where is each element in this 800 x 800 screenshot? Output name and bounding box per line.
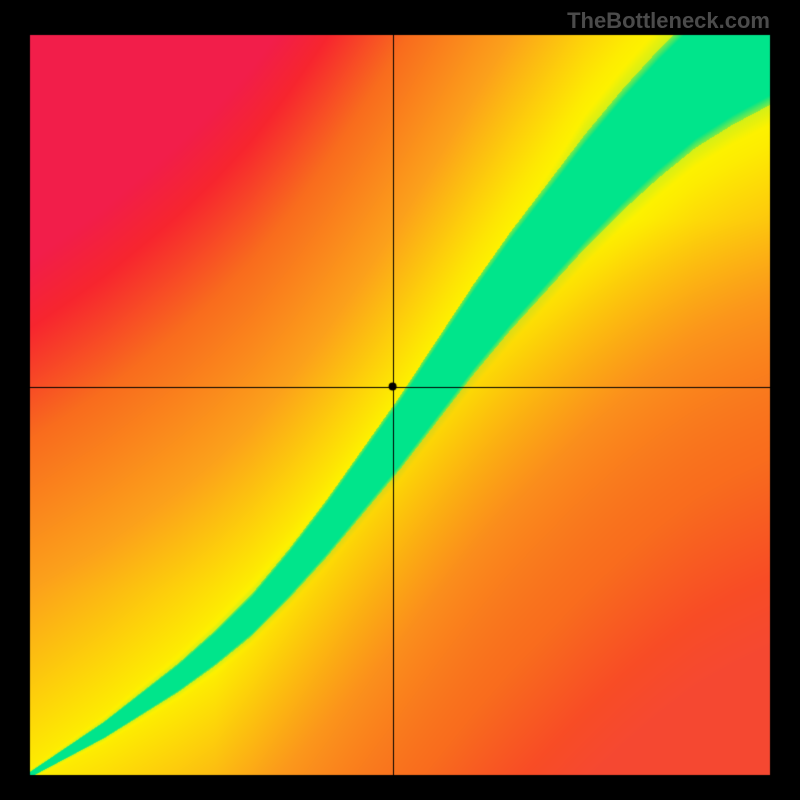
watermark-text: TheBottleneck.com xyxy=(567,8,770,34)
bottleneck-heatmap xyxy=(0,0,800,800)
chart-container: { "watermark": { "text": "TheBottleneck.… xyxy=(0,0,800,800)
